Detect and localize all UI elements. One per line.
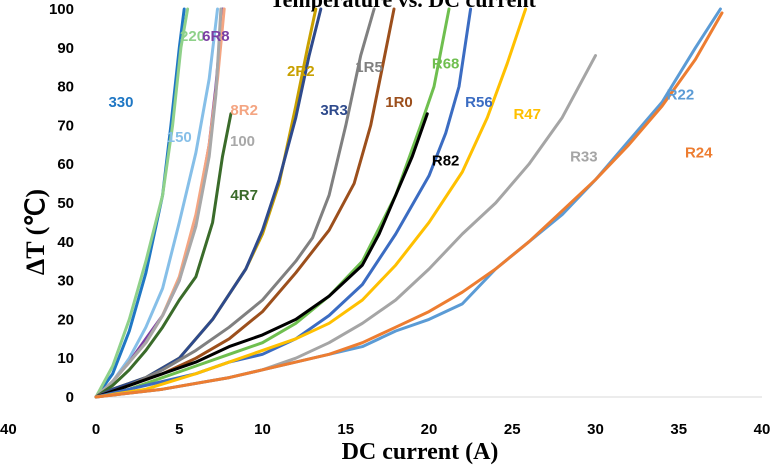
x-axis-label: DC current (A) xyxy=(342,439,499,465)
series-label-8r2: 8R2 xyxy=(230,102,258,119)
x-tick-label: 10 xyxy=(254,421,271,438)
series-label-2r2: 2R2 xyxy=(287,63,315,80)
series-label-6r8: 6R8 xyxy=(202,28,230,45)
series-label-4r7: 4R7 xyxy=(230,187,258,204)
x-tick-label: 0 xyxy=(92,421,100,438)
left-edge-tick-label: 40 xyxy=(0,421,17,438)
y-axis-label: ΔT (℃) xyxy=(21,189,50,275)
series-label-1r5: 1R5 xyxy=(355,59,383,76)
series-labels: 330 220 150 6R8 8R2 100 4R7 2R2 3R3 1R5 1R0 R68 R82 R… xyxy=(108,28,713,204)
series-line-r22 xyxy=(94,7,722,399)
series-label-r22: R22 xyxy=(667,86,695,103)
x-tick-label: 35 xyxy=(670,421,687,438)
series-label-r68: R68 xyxy=(432,55,460,72)
y-tick-label: 50 xyxy=(57,195,74,212)
y-tick-label: 20 xyxy=(57,311,74,328)
x-tick-labels: 0 5 10 15 20 25 30 35 40 xyxy=(92,421,771,438)
series-line-4r7 xyxy=(94,112,233,399)
x-tick-label: 30 xyxy=(587,421,604,438)
x-tick-label: 20 xyxy=(421,421,438,438)
chart-title: Temperature vs. DC current xyxy=(270,0,537,12)
series-line-r47 xyxy=(94,7,528,399)
series-label-r33: R33 xyxy=(570,148,598,165)
y-tick-label: 40 xyxy=(57,234,74,251)
series-lines xyxy=(94,7,724,399)
x-tick-label: 25 xyxy=(504,421,521,438)
series-line-100 xyxy=(94,7,223,399)
y-tick-label: 30 xyxy=(57,273,74,290)
y-tick-labels: 0 10 20 30 40 50 60 70 80 90 100 xyxy=(49,1,74,406)
series-line-220 xyxy=(94,7,190,399)
series-label-100: 100 xyxy=(230,133,255,150)
series-line-r68 xyxy=(94,7,451,399)
y-tick-label: 70 xyxy=(57,117,74,134)
series-line-r24 xyxy=(94,11,724,399)
x-tick-label: 15 xyxy=(337,421,354,438)
series-label-220: 220 xyxy=(180,28,205,45)
y-tick-label: 80 xyxy=(57,79,74,96)
y-tick-label: 10 xyxy=(57,350,74,367)
series-line-r56 xyxy=(94,7,473,399)
series-label-r24: R24 xyxy=(685,145,713,162)
series-line-r82 xyxy=(94,112,429,399)
series-label-r56: R56 xyxy=(465,94,493,111)
series-label-r47: R47 xyxy=(513,106,541,123)
series-line-1r5 xyxy=(94,7,376,399)
x-tick-label: 5 xyxy=(175,421,183,438)
series-label-1r0: 1R0 xyxy=(385,94,413,111)
series-label-330: 330 xyxy=(108,94,133,111)
series-label-3r3: 3R3 xyxy=(320,102,348,119)
series-line-2r2 xyxy=(94,7,318,399)
x-tick-label: 40 xyxy=(754,421,771,438)
series-label-150: 150 xyxy=(167,129,192,146)
y-tick-label: 100 xyxy=(49,1,74,18)
y-tick-label: 90 xyxy=(57,40,74,57)
y-tick-label: 60 xyxy=(57,156,74,173)
y-tick-label: 0 xyxy=(66,389,74,406)
series-label-r82: R82 xyxy=(432,152,460,169)
